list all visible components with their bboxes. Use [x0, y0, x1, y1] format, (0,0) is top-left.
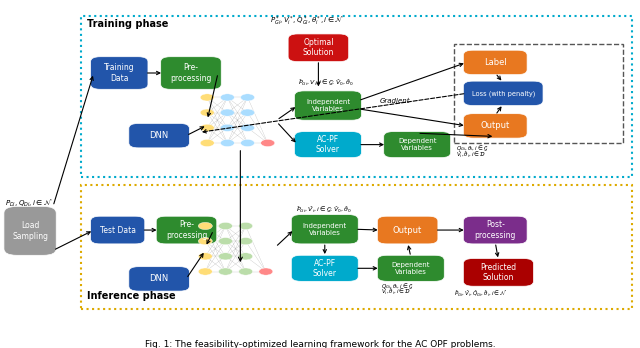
FancyBboxPatch shape: [463, 259, 534, 286]
Circle shape: [198, 268, 212, 275]
FancyBboxPatch shape: [294, 132, 362, 158]
Circle shape: [218, 253, 232, 260]
Text: $\hat{V}_i, \hat{\theta}_i, i\in\mathcal{D}$: $\hat{V}_i, \hat{\theta}_i, i\in\mathcal…: [456, 150, 486, 160]
Text: Independent
Variables: Independent Variables: [306, 99, 350, 112]
FancyBboxPatch shape: [384, 132, 451, 158]
FancyBboxPatch shape: [91, 216, 145, 244]
FancyBboxPatch shape: [156, 216, 217, 244]
Circle shape: [239, 253, 253, 260]
Circle shape: [241, 140, 255, 147]
Text: Dependent
Variables: Dependent Variables: [398, 138, 436, 151]
Text: Gradient: Gradient: [380, 98, 410, 104]
FancyBboxPatch shape: [463, 81, 543, 105]
Text: $Q_{Gi}, \theta_i, i\in\mathcal{G}$: $Q_{Gi}, \theta_i, i\in\mathcal{G}$: [456, 143, 488, 153]
FancyBboxPatch shape: [91, 57, 148, 89]
Circle shape: [218, 238, 232, 245]
Text: $\hat{P}_{Gi}, V_i, i\in\mathcal{G}; \hat{V}_0, \hat{\theta}_0$: $\hat{P}_{Gi}, V_i, i\in\mathcal{G}; \ha…: [298, 77, 355, 88]
FancyBboxPatch shape: [294, 91, 362, 120]
Circle shape: [198, 222, 212, 230]
FancyBboxPatch shape: [161, 57, 221, 89]
FancyBboxPatch shape: [291, 255, 358, 281]
Text: Test Data: Test Data: [100, 226, 136, 235]
Text: Loss (with penalty): Loss (with penalty): [472, 90, 535, 97]
Text: Training
Data: Training Data: [104, 63, 134, 83]
Text: $P^*_{Gi}, V^*_i, Q^*_{Gi}, \theta^*_i, i\in\mathcal{N}$: $P^*_{Gi}, V^*_i, Q^*_{Gi}, \theta^*_i, …: [270, 14, 344, 27]
Circle shape: [200, 94, 214, 101]
Text: AC-PF
Solver: AC-PF Solver: [313, 259, 337, 278]
Circle shape: [239, 268, 253, 275]
FancyBboxPatch shape: [463, 114, 527, 138]
Circle shape: [198, 238, 212, 245]
FancyBboxPatch shape: [378, 255, 444, 281]
Text: Inference phase: Inference phase: [88, 291, 176, 301]
Text: Pre-
processing: Pre- processing: [170, 63, 212, 83]
Text: Fig. 1: The feasibility-optimized learning framework for the AC OPF problems.: Fig. 1: The feasibility-optimized learni…: [145, 340, 495, 348]
Circle shape: [239, 222, 253, 230]
FancyBboxPatch shape: [129, 267, 189, 291]
Text: Load
Sampling: Load Sampling: [12, 221, 48, 240]
Circle shape: [241, 109, 255, 116]
Text: Output: Output: [481, 121, 510, 130]
Circle shape: [241, 94, 255, 101]
FancyBboxPatch shape: [288, 34, 349, 62]
Text: Post-
processing: Post- processing: [474, 220, 516, 240]
Text: DNN: DNN: [150, 131, 169, 140]
Circle shape: [200, 124, 214, 132]
Circle shape: [220, 109, 234, 116]
Circle shape: [239, 238, 253, 245]
Text: Optimal
Solution: Optimal Solution: [303, 38, 334, 57]
Circle shape: [218, 222, 232, 230]
Circle shape: [259, 268, 273, 275]
Text: Dependent
Variables: Dependent Variables: [392, 262, 430, 275]
Text: $\hat{P}_{Gi}, \hat{V}_i, \hat{Q}_{Gi}, \hat{\theta}_i, i\in\mathcal{N}$: $\hat{P}_{Gi}, \hat{V}_i, \hat{Q}_{Gi}, …: [454, 288, 508, 299]
Text: Output: Output: [393, 226, 422, 235]
Text: AC-PF
Solver: AC-PF Solver: [316, 135, 340, 154]
FancyBboxPatch shape: [378, 216, 438, 244]
Text: Training phase: Training phase: [88, 19, 169, 29]
FancyBboxPatch shape: [463, 216, 527, 244]
FancyBboxPatch shape: [291, 215, 358, 244]
FancyBboxPatch shape: [463, 50, 527, 74]
Text: Independent
Variables: Independent Variables: [303, 223, 347, 236]
FancyBboxPatch shape: [4, 206, 56, 255]
Bar: [454, 44, 623, 143]
Text: $\hat{V}_i, \hat{\theta}_i, i\in\mathcal{D}$: $\hat{V}_i, \hat{\theta}_i, i\in\mathcal…: [381, 286, 411, 297]
Circle shape: [220, 140, 234, 147]
Circle shape: [220, 124, 234, 132]
Text: Predicted
Solution: Predicted Solution: [481, 263, 516, 282]
Circle shape: [200, 109, 214, 116]
Text: Label: Label: [484, 58, 507, 67]
Circle shape: [218, 268, 232, 275]
Circle shape: [220, 94, 234, 101]
FancyBboxPatch shape: [129, 124, 189, 148]
Circle shape: [198, 253, 212, 260]
Text: Pre-
processing: Pre- processing: [166, 220, 207, 240]
Text: $P_{Di}, Q_{Di}, i\in\mathcal{N}$: $P_{Di}, Q_{Di}, i\in\mathcal{N}$: [4, 198, 52, 209]
Text: $Q_{Gi}, \theta_i, i\in\mathcal{G}$: $Q_{Gi}, \theta_i, i\in\mathcal{G}$: [381, 281, 413, 291]
Text: DNN: DNN: [150, 274, 169, 283]
Text: $\hat{P}_{Gi}, \hat{V}_i, i\in\mathcal{G}; \hat{V}_0, \hat{\theta}_0$: $\hat{P}_{Gi}, \hat{V}_i, i\in\mathcal{G…: [296, 204, 353, 215]
Circle shape: [241, 124, 255, 132]
Circle shape: [200, 140, 214, 147]
Circle shape: [260, 140, 275, 147]
